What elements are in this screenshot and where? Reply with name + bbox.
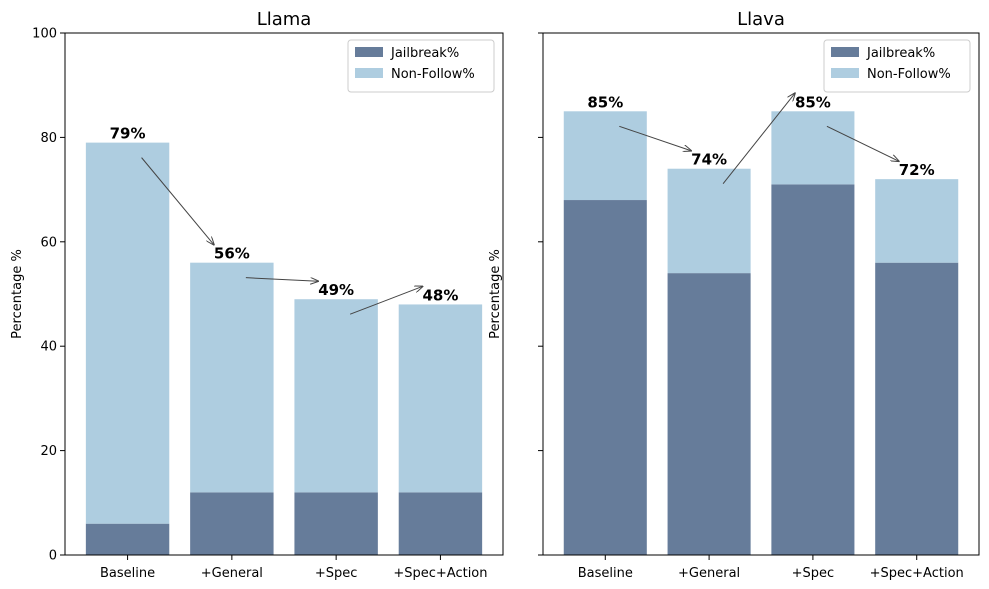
total-label: 49%: [318, 281, 354, 299]
total-label: 85%: [587, 93, 623, 111]
chart-panel-llava: Llava Percentage % Baseline +General +Spec +S…: [488, 9, 980, 581]
bar-non-follow-3: [875, 179, 959, 263]
bar-non-follow-2: [294, 299, 378, 493]
bar-jailbreak-2: [771, 184, 855, 555]
y-axis-title: Percentage %: [10, 249, 25, 339]
bar-non-follow-0: [85, 142, 170, 524]
bar-jailbreak-3: [398, 492, 483, 555]
total-label: 85%: [795, 93, 831, 111]
legend-swatch-non-follow: [831, 68, 859, 78]
bar-non-follow-3: [398, 304, 483, 493]
trend-arrow: [141, 157, 214, 245]
x-tick-label: +Spec: [792, 566, 835, 581]
total-label: 48%: [422, 286, 458, 304]
bar-jailbreak-0: [85, 523, 170, 555]
total-label: 56%: [214, 245, 250, 263]
x-tick-label: +General: [201, 566, 263, 581]
legend-label: Jailbreak%: [866, 46, 935, 61]
trend-arrow: [245, 277, 318, 282]
y-tick-label: 60: [40, 235, 57, 250]
legend: Jailbreak% Non-Follow%: [823, 39, 971, 93]
x-tick-label: Baseline: [100, 566, 155, 581]
bar-jailbreak-3: [875, 262, 959, 555]
chart-title: Llava: [737, 9, 785, 30]
y-tick-label: 40: [40, 340, 57, 355]
total-label: 72%: [899, 161, 935, 179]
bar-non-follow-2: [771, 111, 855, 185]
total-label: 79%: [110, 125, 146, 143]
chart-title: Llama: [257, 9, 312, 30]
x-tick-label: +Spec+Action: [393, 566, 487, 581]
legend-label: Non-Follow%: [867, 67, 951, 82]
legend-box: [823, 39, 971, 93]
bar-non-follow-1: [190, 262, 274, 493]
y-tick-label: 80: [40, 131, 57, 146]
bar-jailbreak-2: [294, 492, 378, 555]
bar-jailbreak-0: [563, 200, 647, 556]
y-tick-label: 0: [49, 549, 57, 564]
y-tick-label: 100: [32, 27, 57, 42]
axes-frame: [64, 32, 504, 556]
bar-non-follow-1: [667, 168, 751, 274]
legend-label: Non-Follow%: [391, 67, 475, 82]
chart-panel-llama: Llama Percentage % 0 20 40 60 80 100 Baseline +Ge…: [10, 9, 504, 581]
trend-arrow: [349, 286, 422, 315]
x-tick-label: Baseline: [578, 566, 633, 581]
legend: Jailbreak% Non-Follow%: [347, 39, 495, 93]
trend-arrow: [826, 125, 899, 161]
x-tick-label: +Spec: [315, 566, 358, 581]
trend-arrow: [619, 125, 691, 150]
legend-swatch-jailbreak: [831, 47, 859, 57]
legend-label: Jailbreak%: [390, 46, 459, 61]
x-tick-label: +General: [678, 566, 740, 581]
trend-arrow: [722, 93, 795, 185]
legend-swatch-non-follow: [355, 68, 383, 78]
bar-jailbreak-1: [667, 273, 751, 555]
y-tick-label: 20: [40, 444, 57, 459]
bar-jailbreak-1: [190, 492, 274, 555]
axes-frame: [542, 32, 980, 556]
total-label: 74%: [691, 151, 727, 169]
bar-non-follow-0: [563, 111, 647, 201]
legend-box: [347, 39, 495, 93]
legend-swatch-jailbreak: [355, 47, 383, 57]
x-tick-label: +Spec+Action: [870, 566, 964, 581]
y-axis-title: Percentage %: [488, 249, 503, 339]
